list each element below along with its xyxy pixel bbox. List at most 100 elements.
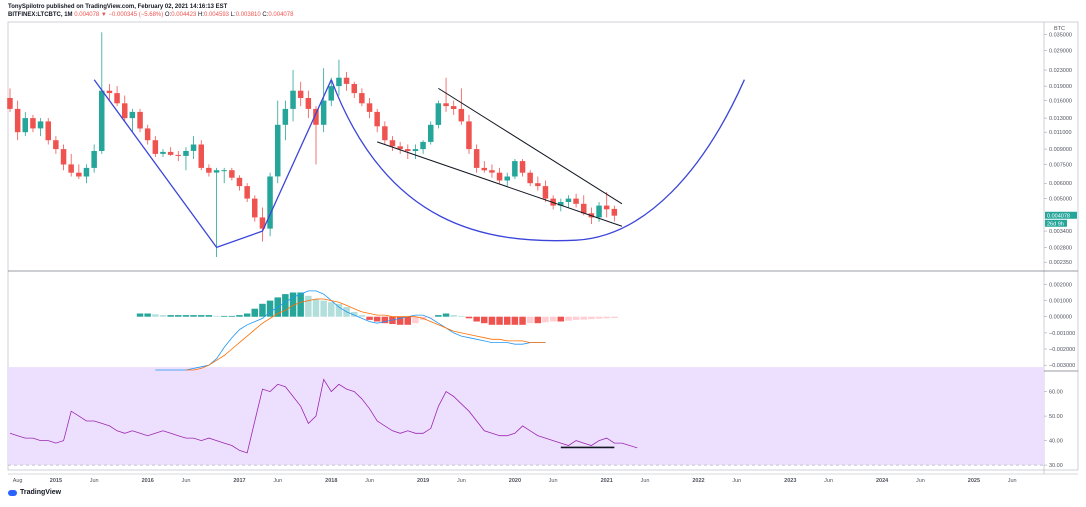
macd-histogram-bar (251, 308, 258, 317)
candle-body (382, 126, 388, 141)
macd-histogram-bar (435, 315, 442, 317)
macd-histogram-bar (381, 316, 389, 324)
tradingview-logo-icon (8, 489, 17, 496)
high-label: H: (197, 12, 204, 18)
plot-frame (7, 21, 1079, 471)
candle-body (267, 176, 273, 229)
candle-body (114, 93, 120, 104)
macd-histogram-bar (213, 315, 220, 317)
macd-histogram-bar (396, 316, 404, 325)
macd-histogram-bar (289, 292, 297, 317)
macd-histogram-bar (175, 315, 182, 317)
macd-histogram-bar (588, 316, 595, 320)
candle-body (160, 151, 166, 154)
price-tick-label: 0.002800 (1049, 245, 1072, 251)
candle-body (320, 100, 327, 125)
macd-histogram-bar (534, 316, 542, 324)
price-tick-label: 0.013000 (1049, 116, 1072, 122)
candle-body (489, 170, 495, 173)
price-tag-bg (1045, 211, 1077, 219)
time-tick-label: Jun (1008, 478, 1017, 484)
candle-body (282, 108, 289, 125)
close-value: 0.004078 (268, 12, 294, 18)
candle-body (206, 167, 212, 173)
candle-body (351, 84, 357, 94)
time-tick-label: 2019 (417, 478, 429, 484)
price-tick-label: 0.003400 (1049, 229, 1072, 235)
candle-body (68, 164, 74, 173)
candle-body (389, 140, 396, 147)
macd-histogram-bar (220, 315, 228, 317)
candle-body (412, 149, 419, 151)
tradingview-logo-text: TradingView (20, 489, 62, 496)
price-tick-label: 0.023000 (1049, 68, 1072, 74)
time-tick-label: Jun (365, 478, 374, 484)
candle-body (221, 170, 227, 172)
macd-histogram-bar (190, 315, 197, 317)
macd-histogram-bar (243, 313, 251, 317)
candle-body (252, 198, 258, 218)
price-tick-label: 0.035000 (1049, 33, 1072, 39)
candle-body (420, 141, 426, 150)
candle-body (259, 217, 266, 229)
macd-histogram-bar (557, 316, 564, 322)
publisher-line: TonySpilotro published on TradingView.co… (8, 4, 228, 10)
candle-body (328, 86, 334, 101)
macd-tick-label: −0.002000 (1049, 347, 1075, 353)
time-tick-label: 2016 (142, 478, 154, 484)
macd-histogram-bar (198, 315, 205, 317)
candle-body (496, 172, 503, 181)
candle-body (458, 108, 465, 122)
candle-body (175, 154, 181, 156)
macd-tick-label: 0.002000 (1049, 282, 1072, 288)
wedge-lower-line (377, 141, 623, 227)
macd-histogram-bar (504, 316, 511, 325)
candle-body (91, 151, 97, 168)
candle-body (450, 106, 457, 109)
candle-body (236, 177, 243, 187)
candle-body (519, 161, 526, 173)
candle-body (611, 208, 618, 216)
rsi-band (8, 367, 1044, 466)
high-value: 0.004593 (203, 12, 229, 18)
candle-body (83, 167, 90, 177)
time-tick-label: 2020 (509, 478, 521, 484)
macd-histogram-bar (297, 292, 304, 317)
time-tick-label: Aug (13, 478, 23, 484)
low-value: 0.003810 (235, 12, 261, 18)
macd-histogram-bar (136, 313, 144, 317)
open-value: 0.004423 (171, 12, 197, 18)
macd-tick-label: 0.001000 (1049, 299, 1072, 305)
macd-histogram-bar (572, 316, 580, 320)
candle-body (512, 161, 518, 177)
scale-label: BTC (1054, 26, 1065, 32)
candle-body (397, 146, 403, 150)
candle-body (435, 103, 442, 125)
candle-body (7, 98, 13, 109)
candle-body (76, 172, 82, 177)
macd-histogram-bar (488, 316, 496, 325)
macd-histogram-bar (266, 300, 274, 317)
time-tick-label: Jun (273, 478, 282, 484)
macd-histogram-bar (236, 315, 243, 317)
macd-histogram-bar (144, 313, 151, 317)
candle-body (336, 77, 342, 87)
macd-histogram-bar (404, 316, 411, 325)
candle-body (190, 144, 197, 151)
candle-body (53, 140, 59, 150)
candle-body (596, 205, 602, 218)
time-tick-label: Jun (549, 478, 558, 484)
tradingview-logo[interactable]: TradingView (8, 489, 61, 496)
price-tag: 0.004078 (1047, 213, 1070, 219)
macd-histogram-bar (366, 316, 373, 320)
price-tick-label: 0.029000 (1049, 49, 1072, 55)
time-tick-label: 2022 (692, 478, 704, 484)
candle-body (504, 176, 510, 181)
time-tick-label: Jun (182, 478, 191, 484)
price-tick-label: 0.019000 (1049, 84, 1072, 90)
macd-signal-line (186, 298, 546, 371)
wedge-upper-line (438, 87, 623, 205)
macd-histogram-bar (182, 315, 190, 317)
